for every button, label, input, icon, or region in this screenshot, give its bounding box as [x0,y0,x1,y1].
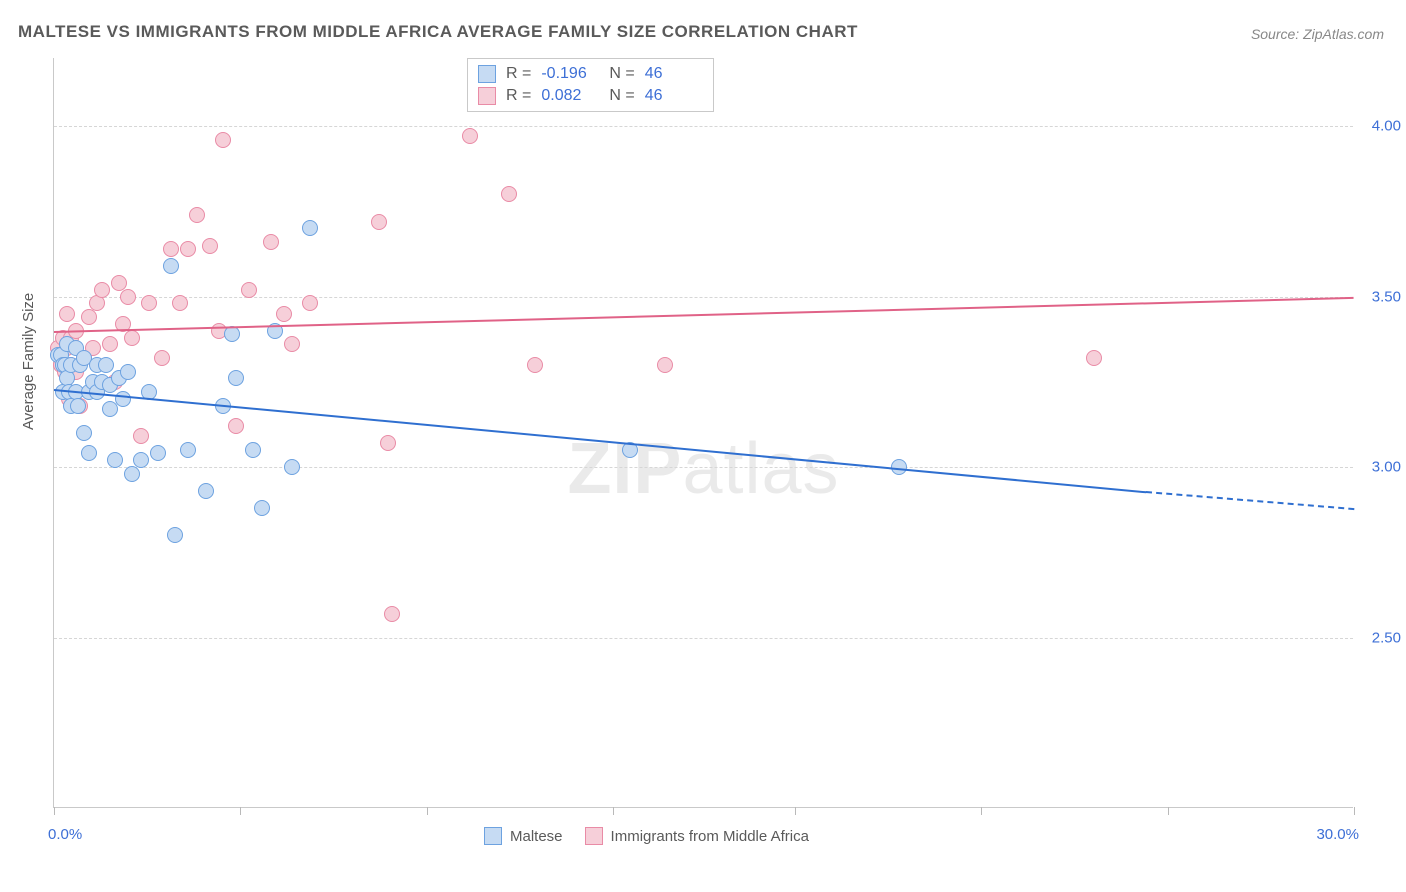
scatter-point [102,336,118,352]
n-value-2: 46 [645,87,703,105]
gridline-h [54,467,1353,468]
scatter-point [120,289,136,305]
trend-line [54,389,1146,493]
n-label: N = [609,87,634,105]
legend-item-1: Maltese [484,827,563,845]
chart-title: MALTESE VS IMMIGRANTS FROM MIDDLE AFRICA… [18,22,858,42]
scatter-point [76,425,92,441]
plot-area: ZIPatlas R = -0.196 N = 46 R = 0.082 N =… [53,58,1353,808]
scatter-point [276,306,292,322]
x-tick-mark [427,807,428,815]
scatter-point [228,418,244,434]
x-tick-mark [240,807,241,815]
scatter-point [89,295,105,311]
y-tick-label: 2.50 [1357,629,1401,646]
scatter-point [133,428,149,444]
x-tick-mark [1168,807,1169,815]
gridline-h [54,638,1353,639]
scatter-point [501,186,517,202]
scatter-point [527,357,543,373]
r-value-1: -0.196 [541,65,599,83]
legend-label-2: Immigrants from Middle Africa [611,828,809,845]
scatter-point [180,241,196,257]
n-label: N = [609,65,634,83]
scatter-point [302,295,318,311]
y-tick-label: 4.00 [1357,118,1401,135]
chart-container: MALTESE VS IMMIGRANTS FROM MIDDLE AFRICA… [0,0,1406,892]
scatter-point [124,330,140,346]
scatter-point [245,442,261,458]
scatter-point [59,306,75,322]
legend-label-1: Maltese [510,828,563,845]
scatter-point [107,452,123,468]
stats-row-2: R = 0.082 N = 46 [478,85,703,107]
swatch-series-2 [478,87,496,105]
scatter-point [228,370,244,386]
legend-swatch-2 [585,827,603,845]
legend-swatch-1 [484,827,502,845]
x-max-label: 30.0% [1316,826,1359,843]
scatter-point [141,295,157,311]
x-min-label: 0.0% [48,826,82,843]
y-axis-label: Average Family Size [20,293,37,430]
x-tick-mark [981,807,982,815]
scatter-point [163,258,179,274]
scatter-point [657,357,673,373]
scatter-point [120,364,136,380]
scatter-point [263,234,279,250]
trend-line [1146,491,1354,510]
source-label: Source: ZipAtlas.com [1251,26,1384,42]
scatter-point [115,391,131,407]
y-tick-label: 3.50 [1357,288,1401,305]
x-tick-mark [1354,807,1355,815]
scatter-point [1086,350,1102,366]
scatter-point [302,220,318,236]
swatch-series-1 [478,65,496,83]
scatter-point [81,445,97,461]
scatter-point [172,295,188,311]
r-label: R = [506,87,531,105]
scatter-point [241,282,257,298]
gridline-h [54,126,1353,127]
x-tick-mark [54,807,55,815]
scatter-point [284,459,300,475]
scatter-point [215,132,231,148]
watermark-thin: atlas [682,429,839,509]
x-tick-mark [613,807,614,815]
watermark-bold: ZIP [567,429,682,509]
n-value-1: 46 [645,65,703,83]
scatter-point [384,606,400,622]
scatter-point [462,128,478,144]
stats-legend-box: R = -0.196 N = 46 R = 0.082 N = 46 [467,58,714,112]
scatter-point [150,445,166,461]
scatter-point [167,527,183,543]
scatter-point [380,435,396,451]
scatter-point [154,350,170,366]
scatter-point [124,466,140,482]
legend-item-2: Immigrants from Middle Africa [585,827,809,845]
scatter-point [133,452,149,468]
scatter-point [224,326,240,342]
r-label: R = [506,65,531,83]
scatter-point [180,442,196,458]
x-tick-mark [795,807,796,815]
scatter-point [198,483,214,499]
scatter-point [98,357,114,373]
scatter-point [81,309,97,325]
trend-line [54,297,1354,333]
r-value-2: 0.082 [541,87,599,105]
scatter-point [189,207,205,223]
scatter-point [70,398,86,414]
bottom-legend: Maltese Immigrants from Middle Africa [484,827,809,845]
scatter-point [163,241,179,257]
scatter-point [254,500,270,516]
scatter-point [371,214,387,230]
stats-row-1: R = -0.196 N = 46 [478,63,703,85]
scatter-point [202,238,218,254]
scatter-point [94,282,110,298]
scatter-point [284,336,300,352]
y-tick-label: 3.00 [1357,459,1401,476]
